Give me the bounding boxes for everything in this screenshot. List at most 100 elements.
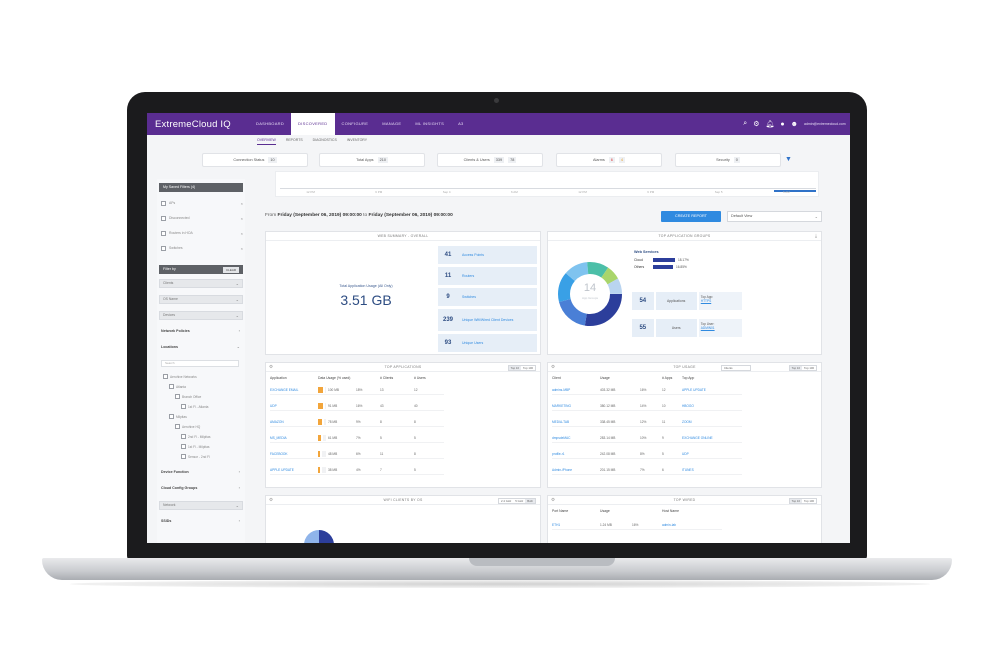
range-start[interactable]: Friday (September 06, 2019) 09:00:00 — [277, 213, 362, 218]
app-groups-donut[interactable]: 14 App Groups — [554, 258, 626, 330]
top-app-cell[interactable]: ITUNES — [682, 467, 694, 472]
device-function-label[interactable]: Device Function — [161, 470, 189, 474]
toggle-both[interactable]: Both — [525, 499, 535, 503]
app-name-cell[interactable]: FACEBOOK — [270, 451, 288, 456]
table-row[interactable]: MS_MEDIA 61 MB 7% 5 5 — [270, 433, 444, 443]
subtab-reports[interactable]: REPORTS — [285, 138, 303, 142]
ssids-label[interactable]: SSIDs — [161, 519, 172, 523]
table-row[interactable]: profile-r1 242.08 MB 8% 5 UDP — [552, 449, 742, 459]
nav-tab-configure[interactable]: CONFIGURE — [341, 121, 369, 126]
top-app-link[interactable]: HTTPS — [700, 299, 712, 303]
search-icon[interactable]: ⌕ — [743, 120, 748, 127]
gear-icon[interactable]: ⚙ — [269, 364, 274, 369]
checkbox[interactable] — [181, 454, 186, 459]
usage-type-select[interactable]: Clients — [721, 365, 751, 371]
network-dropdown[interactable]: Network ⌄ — [159, 501, 243, 510]
timeline-selection[interactable] — [774, 176, 816, 192]
checkbox[interactable] — [181, 444, 186, 449]
user-email[interactable]: admin@extremecloud.com — [804, 122, 846, 126]
applications-summary[interactable]: 54 Applications Top App: HTTPS — [632, 292, 742, 310]
location-search-input[interactable]: Search — [161, 360, 239, 367]
tree-item[interactable]: Branch Office — [175, 394, 201, 399]
port-cell[interactable]: ETH1 — [552, 522, 561, 527]
app-name-cell[interactable]: UDP — [270, 403, 277, 408]
tree-item[interactable]: 1st Fl - Atlanta — [181, 404, 208, 409]
client-cell[interactable]: MEDIA-TAB — [552, 419, 570, 424]
close-icon[interactable]: × — [240, 230, 243, 236]
table-row[interactable]: Admin-iPhone 201.15 MB 7% 6 ITUNES — [552, 465, 742, 475]
chevron-right-icon[interactable]: › — [238, 469, 240, 474]
column-header[interactable]: # Apps — [662, 376, 673, 380]
top-toggle[interactable]: Top 10 Top 100 — [788, 365, 817, 371]
column-header[interactable]: Usage — [600, 376, 610, 380]
table-row[interactable]: admins-MBP 403.32 MB 16% 12 APPLE UPDATE — [552, 385, 742, 395]
table-row[interactable]: FACEBOOK 48 MB 6% 11 8 — [270, 449, 444, 459]
checkbox[interactable] — [161, 215, 166, 221]
top-app-cell[interactable]: ZOOM — [682, 419, 692, 424]
help-icon[interactable]: ● — [780, 120, 785, 128]
checkbox[interactable] — [163, 374, 168, 379]
saved-filters-header[interactable]: My Saved Filters (4) — [159, 183, 243, 192]
column-header[interactable]: Port Name — [552, 509, 569, 513]
devices-dropdown[interactable]: Devices ⌄ — [159, 311, 243, 320]
gear-icon[interactable]: ⚙ — [551, 497, 556, 502]
bell-icon[interactable]: 🔔︎ — [765, 121, 775, 128]
tree-item[interactable]: Atlanta — [169, 384, 186, 389]
checkbox[interactable] — [181, 434, 186, 439]
cloud-config-label[interactable]: Cloud Config Groups — [161, 486, 198, 490]
close-icon[interactable]: × — [240, 215, 243, 221]
os-pie-chart[interactable] — [304, 530, 334, 543]
column-header[interactable]: Data Usage (% used) — [318, 376, 351, 380]
table-row[interactable]: EXCHANGE EMAIL 100 MB 18% 13 12 — [270, 385, 444, 395]
tree-item[interactable]: Milpitas — [169, 414, 187, 419]
gear-icon[interactable]: ⚙ — [753, 121, 760, 128]
top-app-cell[interactable]: HBOGO — [682, 403, 694, 408]
checkbox[interactable] — [175, 394, 180, 399]
app-name-cell[interactable]: EXCHANGE EMAIL — [270, 387, 299, 392]
checkbox[interactable] — [175, 424, 180, 429]
summary-total-apps[interactable]: Total Apps 210 — [319, 153, 425, 167]
close-icon[interactable]: × — [240, 200, 243, 206]
clients-dropdown[interactable]: Clients ⌄ — [159, 279, 243, 288]
os-name-dropdown[interactable]: OS Name ⌄ — [159, 295, 243, 304]
subtab-overview[interactable]: OVERVIEW — [257, 135, 276, 145]
nav-tab-discovered[interactable]: DISCOVERED — [291, 113, 335, 135]
stat-access-points[interactable]: 41 Access Points — [438, 246, 537, 264]
app-name-cell[interactable]: AMAZON — [270, 419, 284, 424]
toggle-2-4ghz[interactable]: 2.4 GHz — [499, 499, 514, 503]
stat-switches[interactable]: 9 Switches — [438, 288, 537, 306]
nav-tab-ml-insights[interactable]: ML INSIGHTS — [415, 121, 445, 126]
app-name-cell[interactable]: MS_MEDIA — [270, 435, 287, 440]
brand-logo[interactable]: ExtremeCloud IQ — [155, 118, 231, 130]
close-icon[interactable]: × — [240, 245, 243, 251]
summary-alarms[interactable]: Alarms 6 4 — [556, 153, 662, 167]
download-icon[interactable]: ⤓ — [815, 233, 817, 238]
band-toggle[interactable]: 2.4 GHz 5 GHz Both — [498, 498, 536, 504]
view-select[interactable]: Default View ⌄ — [727, 211, 822, 222]
subtab-diagnostics[interactable]: DIAGNOSTICS — [312, 138, 337, 142]
client-cell[interactable]: MARKETING — [552, 403, 571, 408]
stat-client-devices[interactable]: 239 Unique Wifi/Wired Client Devices — [438, 309, 537, 331]
column-header[interactable]: Client — [552, 376, 561, 380]
summary-connection-status[interactable]: Connection Status 10 — [202, 153, 308, 167]
toggle-top-100[interactable]: Top 100 — [802, 499, 816, 503]
toggle-top-10[interactable]: Top 10 — [789, 499, 803, 503]
tree-item[interactable]: Sensor - 2nd Fl — [181, 454, 210, 459]
top-user-link[interactable]: ADMIN01 — [700, 326, 715, 330]
table-row[interactable]: AMAZON 78 MB 9% 8 8 — [270, 417, 444, 427]
chevron-right-icon[interactable]: › — [238, 328, 240, 333]
column-header[interactable]: # Users — [414, 376, 426, 380]
column-header[interactable]: Host Name — [662, 509, 679, 513]
app-name-cell[interactable]: APPLE UPDATE — [270, 467, 294, 472]
checkbox[interactable] — [161, 245, 166, 251]
stat-routers[interactable]: 11 Routers — [438, 267, 537, 285]
create-report-button[interactable]: CREATE REPORT — [661, 211, 721, 222]
table-row[interactable]: APPLE UPDATE 38 MB 4% 7 5 — [270, 465, 444, 475]
column-header[interactable]: Top App — [682, 376, 695, 380]
tree-item[interactable]: Aerohive Networks — [163, 374, 197, 379]
table-row[interactable]: dmpsdeMAC 283.14 MB 10% 9 EXCHANGE ONLINE — [552, 433, 742, 443]
toggle-top-100[interactable]: Top 100 — [521, 366, 535, 370]
client-cell[interactable]: dmpsdeMAC — [552, 435, 571, 440]
nav-tab-dashboard[interactable]: DASHBOARD — [256, 121, 285, 126]
locations-label[interactable]: Locations — [161, 345, 178, 349]
